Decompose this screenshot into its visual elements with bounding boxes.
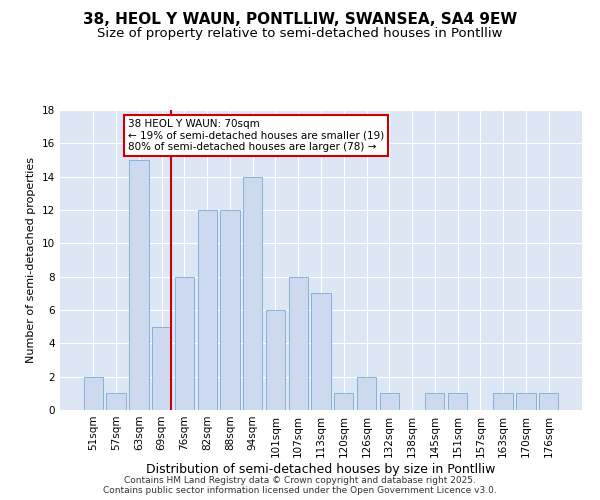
Text: Size of property relative to semi-detached houses in Pontlliw: Size of property relative to semi-detach… [97,28,503,40]
Bar [380,394,399,410]
Bar [357,376,376,410]
Bar [243,176,262,410]
Bar [152,326,172,410]
Text: 38, HEOL Y WAUN, PONTLLIW, SWANSEA, SA4 9EW: 38, HEOL Y WAUN, PONTLLIW, SWANSEA, SA4 … [83,12,517,28]
Text: 38 HEOL Y WAUN: 70sqm
← 19% of semi-detached houses are smaller (19)
80% of semi: 38 HEOL Y WAUN: 70sqm ← 19% of semi-deta… [128,119,384,152]
Bar [516,394,536,410]
Bar [175,276,194,410]
Bar [129,160,149,410]
X-axis label: Distribution of semi-detached houses by size in Pontlliw: Distribution of semi-detached houses by … [146,462,496,475]
Bar [539,394,558,410]
Text: Contains HM Land Registry data © Crown copyright and database right 2025.
Contai: Contains HM Land Registry data © Crown c… [103,476,497,495]
Y-axis label: Number of semi-detached properties: Number of semi-detached properties [26,157,37,363]
Bar [425,394,445,410]
Bar [334,394,353,410]
Bar [197,210,217,410]
Bar [289,276,308,410]
Bar [106,394,126,410]
Bar [448,394,467,410]
Bar [311,294,331,410]
Bar [266,310,285,410]
Bar [493,394,513,410]
Bar [220,210,239,410]
Bar [84,376,103,410]
